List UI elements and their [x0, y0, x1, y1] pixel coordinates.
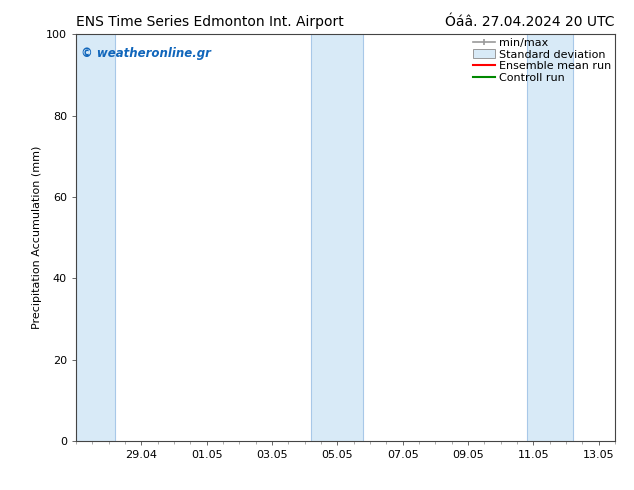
- Legend: min/max, Standard deviation, Ensemble mean run, Controll run: min/max, Standard deviation, Ensemble me…: [473, 38, 612, 83]
- Y-axis label: Precipitation Accumulation (mm): Precipitation Accumulation (mm): [32, 146, 42, 329]
- Bar: [311, 34, 363, 441]
- Text: Óáâ. 27.04.2024 20 UTC: Óáâ. 27.04.2024 20 UTC: [446, 15, 615, 29]
- Text: © weatheronline.gr: © weatheronline.gr: [81, 47, 211, 59]
- Text: ENS Time Series Edmonton Int. Airport: ENS Time Series Edmonton Int. Airport: [76, 15, 344, 29]
- Bar: [76, 34, 115, 441]
- Bar: [527, 34, 573, 441]
